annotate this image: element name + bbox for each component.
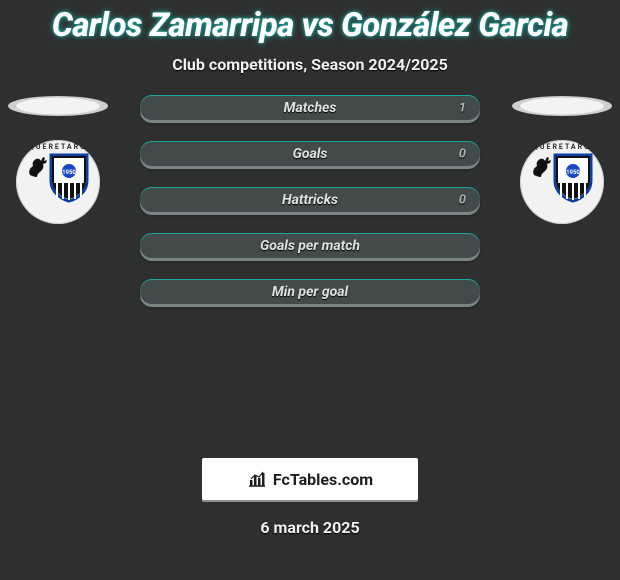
stat-value-right: 0	[459, 193, 466, 208]
shield-icon: 1950	[49, 153, 89, 203]
avatar-placeholder-right	[512, 96, 612, 116]
source-text: FcTables.com	[273, 470, 373, 489]
stat-row-goals-per-match: Goals per match	[140, 234, 480, 258]
stat-row-matches: Matches 1	[140, 96, 480, 120]
rooster-icon	[24, 151, 52, 179]
stat-row-hattricks: Hattricks 0	[140, 188, 480, 212]
h2h-card: Carlos Zamarripa vs González Garcia Club…	[0, 0, 620, 537]
shield-icon: 1950	[553, 153, 593, 203]
bar-chart-icon	[247, 470, 267, 488]
stat-row-min-per-goal: Min per goal	[140, 280, 480, 304]
stat-value-right: 1	[459, 101, 466, 116]
stat-label: Goals per match	[260, 238, 360, 254]
rooster-icon	[528, 151, 556, 179]
avatar-placeholder-left	[8, 96, 108, 116]
stats-list: Matches 1 Goals 0 Hattricks 0 Goals per …	[140, 96, 480, 304]
svg-text:1950: 1950	[62, 169, 76, 176]
stat-label: Matches	[284, 100, 337, 116]
stat-label: Min per goal	[272, 284, 348, 300]
stat-label: Hattricks	[282, 192, 338, 208]
stat-label: Goals	[293, 146, 328, 162]
stat-value-right: 0	[459, 147, 466, 162]
source-badge[interactable]: FcTables.com	[202, 458, 418, 500]
player-right: QUERETARO 1950	[512, 96, 612, 224]
club-badge-right: QUERETARO 1950	[520, 140, 604, 224]
page-subtitle: Club competitions, Season 2024/2025	[0, 47, 620, 96]
page-title: Carlos Zamarripa vs González Garcia	[0, 0, 620, 47]
date-text: 6 march 2025	[0, 518, 620, 537]
player-left: QUERETARO 1950	[8, 96, 108, 224]
svg-text:1950: 1950	[566, 169, 580, 176]
stat-row-goals: Goals 0	[140, 142, 480, 166]
content-area: QUERETARO 1950	[0, 96, 620, 436]
club-badge-left: QUERETARO 1950	[16, 140, 100, 224]
